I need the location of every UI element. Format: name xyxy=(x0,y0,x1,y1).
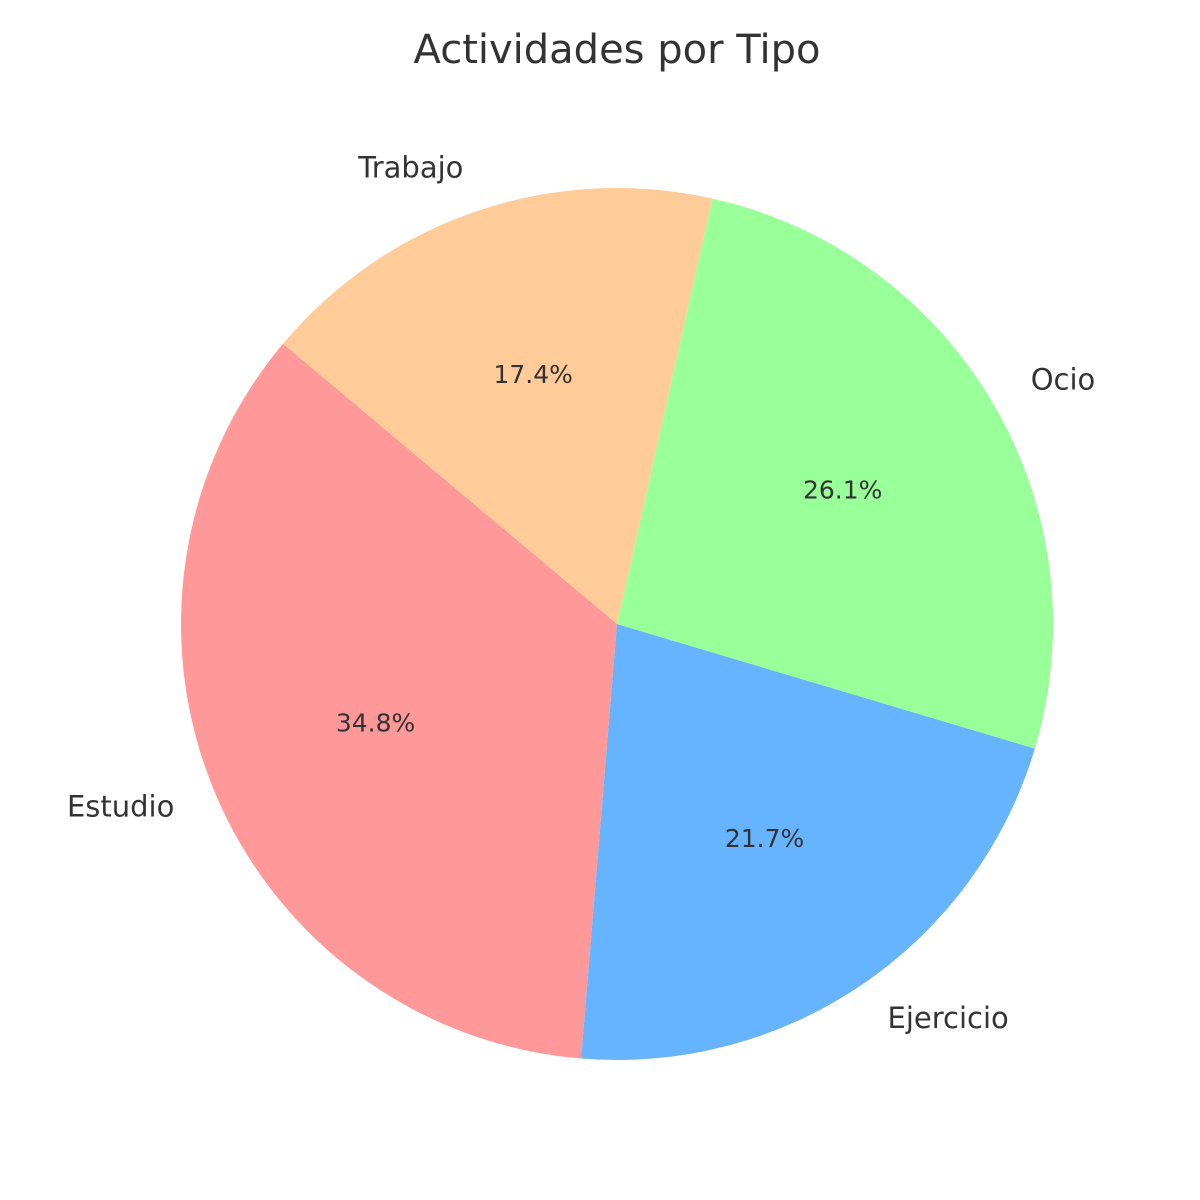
slice-label-ejercicio: Ejercicio xyxy=(888,1001,1009,1035)
pie-slice-ejercicio xyxy=(581,624,1035,1060)
pie-slice-estudio xyxy=(180,343,617,1059)
percent-label-ejercicio: 21.7% xyxy=(725,824,804,853)
pie-slice-trabajo xyxy=(283,188,713,624)
slice-label-trabajo: Trabajo xyxy=(357,151,463,185)
chart-title: Actividades por Tipo xyxy=(414,27,821,73)
slice-label-ocio: Ocio xyxy=(1031,362,1096,396)
percent-label-estudio: 34.8% xyxy=(336,709,415,738)
pie-slice-ocio xyxy=(617,198,1053,749)
slice-label-estudio: Estudio xyxy=(67,790,174,824)
percent-label-ocio: 26.1% xyxy=(803,476,882,505)
pie-labels: Estudio 34.8% Ejercicio 21.7% Ocio 26.1% Traba… xyxy=(67,151,1095,1035)
percent-label-trabajo: 17.4% xyxy=(494,360,573,389)
pie-slices xyxy=(180,188,1053,1060)
